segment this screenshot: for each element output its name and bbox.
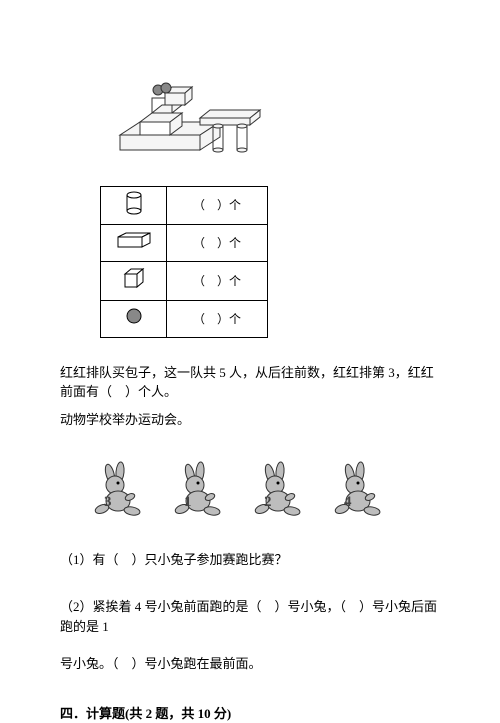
rabbits-row: 3 1	[90, 459, 440, 525]
sphere-icon	[101, 300, 167, 337]
table-row: （ ）个	[101, 300, 268, 337]
table-row: （ ）个	[101, 186, 268, 225]
rabbit-item: 4	[330, 459, 385, 525]
rabbit-number: 4	[344, 491, 352, 514]
count-blank: （ ）个	[167, 300, 268, 337]
cuboid-icon	[101, 225, 167, 262]
table-row: （ ）个	[101, 225, 268, 262]
shape-count-table: （ ）个 （ ）个 （ ）个 （ ）个	[100, 186, 268, 338]
rabbit-icon	[170, 459, 225, 519]
q5-text: 红红排队买包子，这一队共 5 人，从后往前数，红红排第 3，红红前面有（ ）个人…	[60, 365, 434, 400]
table-row: （ ）个	[101, 262, 268, 301]
rabbit-number: 3	[104, 491, 112, 514]
rabbit-icon	[250, 459, 305, 519]
count-blank: （ ）个	[167, 186, 268, 225]
count-blank: （ ）个	[167, 262, 268, 301]
q6-sub1: （1）有（ ）只小兔子参加赛跑比赛？	[60, 550, 440, 570]
rabbit-icon	[330, 459, 385, 519]
q6-sub2-line2: 号小兔。（ ）号小兔跑在最前面。	[60, 654, 440, 674]
rabbit-item: 1	[170, 459, 225, 525]
question-5: 红红排队买包子，这一队共 5 人，从后往前数，红红排第 3，红红前面有（ ）个人…	[60, 363, 440, 402]
rabbit-item: 2	[250, 459, 305, 525]
q6-sub2-line1: （2）紧挨着 4 号小兔前面跑的是（ ）号小兔，（ ）号小兔后面跑的是 1	[60, 597, 440, 636]
cube-icon	[101, 262, 167, 301]
cylinder-icon	[101, 186, 167, 225]
rabbit-number: 2	[264, 491, 272, 514]
q6-text: 动物学校举办运动会。	[60, 412, 190, 427]
blocks-3d-figure	[110, 50, 440, 166]
count-blank: （ ）个	[167, 225, 268, 262]
rabbit-number: 1	[184, 491, 192, 514]
section-4-heading: 四．计算题(共 2 题，共 10 分)	[60, 704, 440, 723]
rabbit-icon	[90, 459, 145, 519]
question-6: 动物学校举办运动会。	[60, 410, 440, 430]
rabbit-item: 3	[90, 459, 145, 525]
